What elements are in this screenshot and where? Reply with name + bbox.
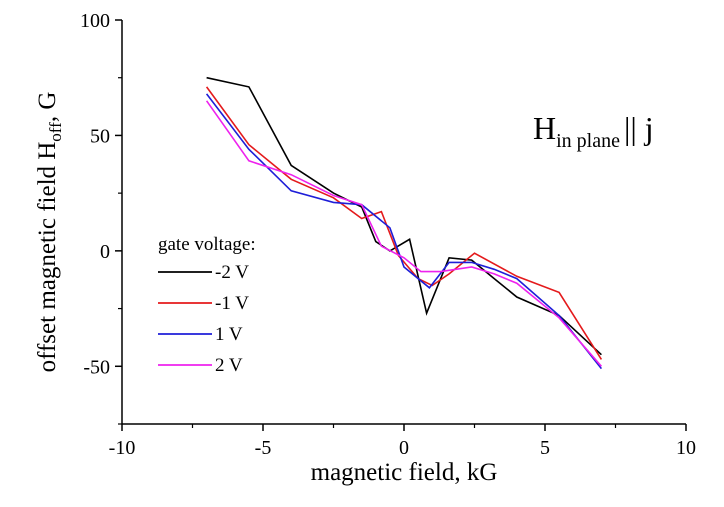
x-tick-label: 10 <box>676 437 696 459</box>
x-ticks: -10 -5 0 5 10 <box>109 424 696 459</box>
series-group <box>205 76 603 370</box>
y-tick-label: 50 <box>90 125 110 147</box>
y-tick-label: -50 <box>83 356 110 378</box>
legend-items: -2 V -1 V 1 V 2 V <box>158 262 249 376</box>
y-axis-title-sub: off <box>46 122 65 142</box>
x-tick-label: 5 <box>540 437 550 459</box>
y-ticks: -50 0 50 100 <box>80 10 122 425</box>
series-line-1 <box>206 76 602 356</box>
x-tick-label: -5 <box>255 437 272 459</box>
legend-label-3: 1 V <box>215 324 243 345</box>
x-tick-label: -10 <box>109 437 136 459</box>
plot-annotation: Hin plane || j <box>533 110 654 152</box>
legend: gate voltage: -2 V -1 V 1 V 2 V <box>158 234 256 376</box>
y-axis-title: offset magnetic field Hoff, G <box>34 92 65 373</box>
annotation-sub: in plane <box>556 130 620 152</box>
y-tick-label: 100 <box>80 10 110 32</box>
legend-title: gate voltage: <box>158 234 256 255</box>
y-axis-title-main: offset magnetic field H <box>34 142 61 373</box>
series-line-2 <box>205 86 603 360</box>
annotation-main: H <box>533 110 556 146</box>
annotation-tail: || j <box>624 110 654 146</box>
legend-label-2: -1 V <box>215 293 249 314</box>
series-line-3 <box>205 93 603 370</box>
x-axis-title: magnetic field, kG <box>311 459 498 486</box>
y-axis-title-tail: , G <box>34 92 61 123</box>
legend-label-1: -2 V <box>215 262 249 283</box>
legend-label-4: 2 V <box>215 355 243 376</box>
series-line-4 <box>205 100 603 367</box>
y-tick-label: 0 <box>100 241 110 263</box>
x-tick-label: 0 <box>399 437 409 459</box>
